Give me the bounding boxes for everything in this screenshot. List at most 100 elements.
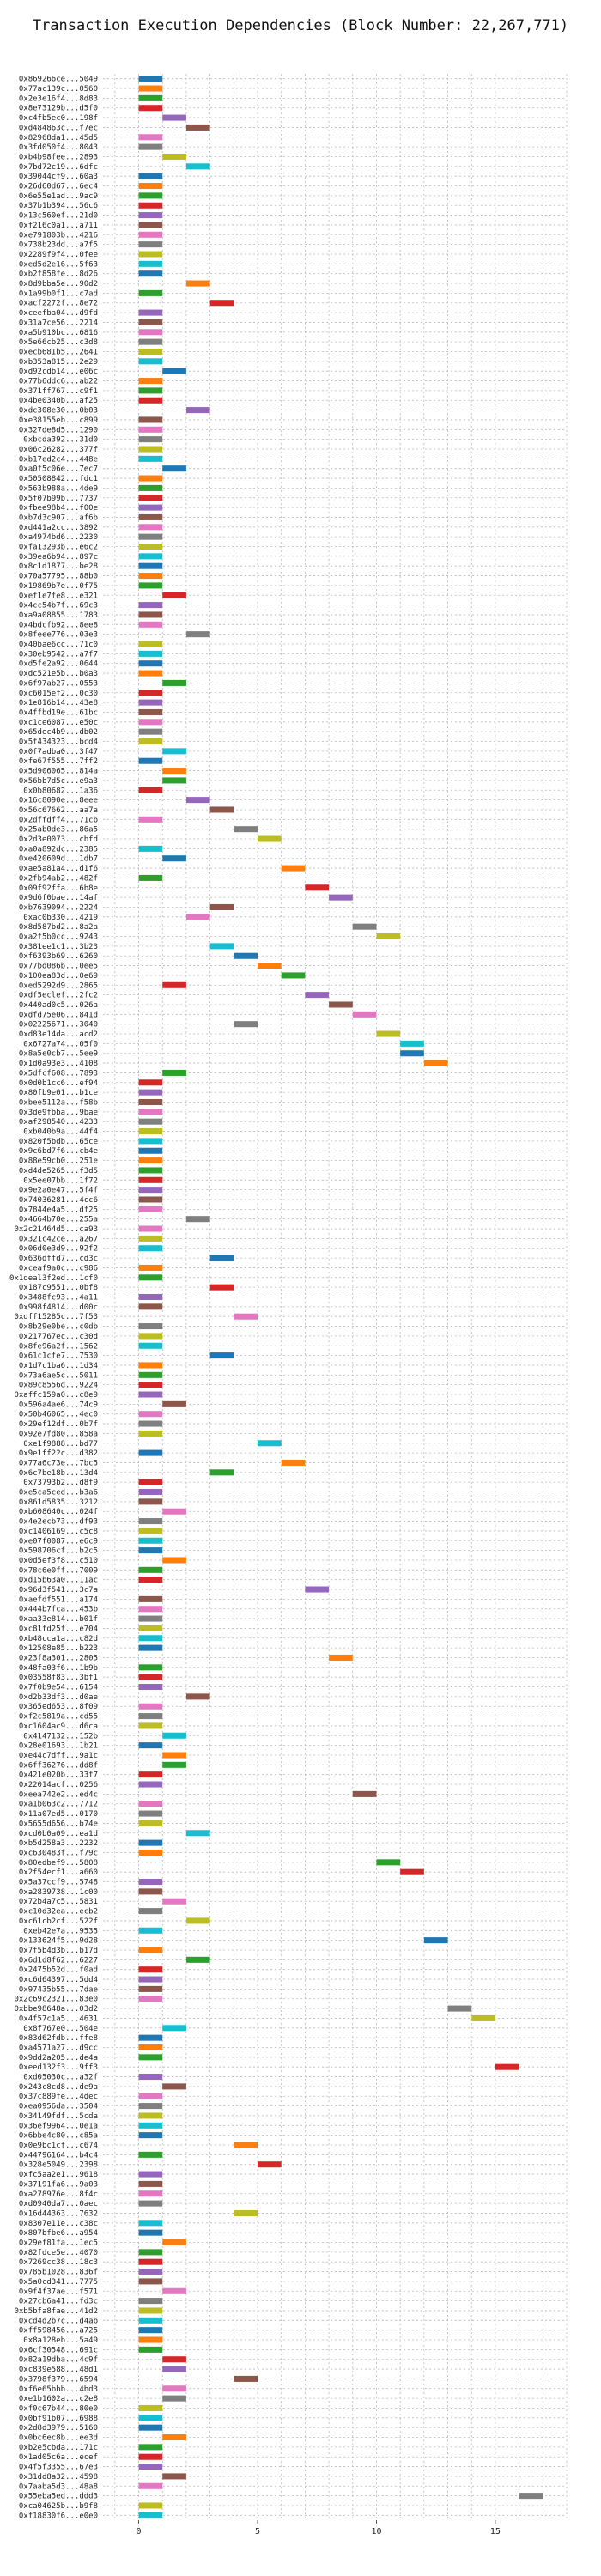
dependency-bar — [138, 2151, 163, 2158]
dependency-bar — [138, 1411, 163, 1418]
tx-hash-label: 0x29ef12df...0b7f — [19, 1420, 98, 1429]
dependency-bar — [162, 1400, 186, 1407]
dependency-bar — [138, 270, 163, 277]
tx-hash-label: 0x6bbe4c80...c85a — [19, 2132, 98, 2141]
tx-hash-label: 0x12508e85...b223 — [19, 1644, 98, 1653]
tx-hash-label: 0xbcda392...31d0 — [23, 436, 98, 445]
dependency-bar — [138, 1303, 163, 1310]
dependency-bar — [352, 1790, 377, 1797]
dependency-bar — [138, 1382, 163, 1388]
tx-hash-label: 0x2c21464d5...ca93 — [14, 1225, 98, 1234]
dependency-bar — [138, 2132, 163, 2139]
tx-hash-label: 0x39ea6b94...897c — [19, 553, 98, 562]
tx-hash-label: 0x9e2a0e47...5f4f — [19, 1187, 98, 1195]
tx-hash-label: 0x6e55e1ad...9ac9 — [19, 192, 98, 201]
dependency-bar — [138, 1849, 163, 1856]
tx-hash-label: 0x11a07ed5...0170 — [19, 1810, 98, 1819]
dependency-bar — [281, 972, 306, 979]
dependency-bar — [162, 153, 186, 160]
dependency-bar — [138, 670, 163, 677]
dependency-bar — [138, 2444, 163, 2451]
dependency-bar — [138, 1742, 163, 1749]
tx-hash-label: 0x48fa03f6...1b9b — [19, 1664, 98, 1673]
tx-hash-label: 0x06d0e3d9...92f2 — [19, 1245, 98, 1254]
tx-hash-label: 0x5e66cb25...c3d8 — [19, 338, 98, 347]
dependency-bar — [138, 2298, 163, 2305]
tx-hash-label: 0x2e3e16f4...8d83 — [19, 94, 98, 103]
tx-hash-label: 0xdc521e5b...b0a3 — [19, 670, 98, 678]
dependency-bar — [305, 1586, 330, 1593]
dependency-bar — [138, 1996, 163, 2002]
tx-hash-label: 0xf6e65bbb...4bd3 — [19, 2385, 98, 2394]
dependency-bar — [376, 1030, 401, 1037]
dependency-bar — [138, 1528, 163, 1534]
tx-hash-label: 0xf216c0a1...a711 — [19, 222, 98, 230]
dependency-bar — [209, 1284, 234, 1291]
dependency-bar — [305, 992, 330, 999]
dependency-bar — [185, 124, 210, 131]
tx-hash-label: 0xbee5112a...f58b — [19, 1098, 98, 1107]
x-tick-label: 10 — [371, 2527, 381, 2537]
tx-hash-label: 0x1ad05c6a...ecef — [19, 2453, 98, 2462]
tx-hash-label: 0xbbe98648a...03d2 — [14, 2005, 98, 2014]
dependency-bar — [162, 368, 186, 374]
tx-hash-label: 0x06c26282...377f — [19, 446, 98, 454]
dependency-bar — [138, 1098, 163, 1106]
dependency-bar — [138, 757, 163, 764]
tx-hash-label: 0x8307e11e...c38c — [19, 2220, 98, 2228]
tx-hash-label: 0x869266ce...5049 — [19, 76, 98, 84]
tx-hash-label: 0x2fb94ab2...482f — [19, 874, 98, 883]
dependency-bar — [138, 446, 163, 453]
dependency-bar — [138, 1118, 163, 1125]
tx-hash-label: 0x2f54ecf1...a660 — [19, 1868, 98, 1877]
dependency-bar — [138, 1810, 163, 1817]
dependency-bar — [162, 855, 186, 862]
tx-hash-label: 0x36ef9964...0e1a — [19, 2122, 98, 2130]
tx-hash-label: 0xfc5aa2e1...9618 — [19, 2171, 98, 2179]
tx-hash-label: 0x1d7c1ba6...1d34 — [19, 1362, 98, 1370]
tx-hash-label: 0xc1406169...c5c8 — [19, 1528, 98, 1536]
tx-hash-label: 0x321c42ce...a267 — [19, 1235, 98, 1243]
dependency-bar — [138, 2317, 163, 2324]
dependency-bar — [138, 2054, 163, 2061]
tx-hash-label: 0x83d62fdb...ffe8 — [19, 2034, 98, 2043]
dependency-bar — [138, 1595, 163, 1602]
dependency-bar — [162, 1069, 186, 1076]
dependency-bar — [138, 660, 163, 667]
tx-hash-label: 0x4f57c1a5...4631 — [19, 2014, 98, 2023]
tx-hash-label: 0xa2f5b0cc...9243 — [19, 933, 98, 942]
dependency-bar — [138, 1342, 163, 1349]
dependency-bar — [162, 2395, 186, 2402]
tx-hash-label: 0xe07f0087...e6c9 — [19, 1537, 98, 1546]
dependency-bar — [329, 894, 353, 901]
dependency-bar — [138, 513, 163, 520]
tx-hash-label: 0xb17ed2c4...448e — [19, 455, 98, 464]
dependency-bar — [138, 134, 163, 141]
tx-hash-label: 0x74036281...4cc6 — [19, 1196, 98, 1205]
dependency-bar — [138, 641, 163, 647]
tx-hash-label: 0x8e73129b...d5f0 — [19, 105, 98, 113]
dependency-bar — [138, 2453, 163, 2460]
tx-hash-label: 0x80fb9e01...b1ce — [19, 1089, 98, 1097]
dependency-bar — [138, 416, 163, 423]
dependency-bar — [162, 2083, 186, 2090]
tx-hash-label: 0xac0b330...4219 — [23, 914, 98, 922]
dependency-bar — [138, 1566, 163, 1573]
dependency-bar — [281, 865, 306, 872]
tx-hash-label: 0x23f8a301...2805 — [19, 1654, 98, 1662]
dependency-bar — [138, 1479, 163, 1485]
tx-hash-label: 0xa5b910bc...6816 — [19, 329, 98, 337]
tx-hash-label: 0x4be0340b...af25 — [19, 397, 98, 405]
tx-hash-label: 0xb608640c...024f — [19, 1508, 98, 1516]
dependency-bar — [138, 524, 163, 531]
tx-hash-label: 0xa0a892dc...2385 — [19, 845, 98, 854]
tx-hash-label: 0x30eb9542...a7f7 — [19, 650, 98, 659]
dependency-bar — [138, 1879, 163, 1886]
tx-hash-label: 0x1e816b14...43e8 — [19, 699, 98, 708]
tx-hash-label: 0x3488fc93...4a11 — [19, 1294, 98, 1303]
tx-hash-label: 0xef1e7fe8...e321 — [19, 592, 98, 600]
dependency-bar — [138, 1674, 163, 1680]
dependency-bar — [234, 2375, 258, 2382]
dependency-bar — [209, 1255, 234, 1261]
dependency-bar — [138, 2464, 163, 2470]
